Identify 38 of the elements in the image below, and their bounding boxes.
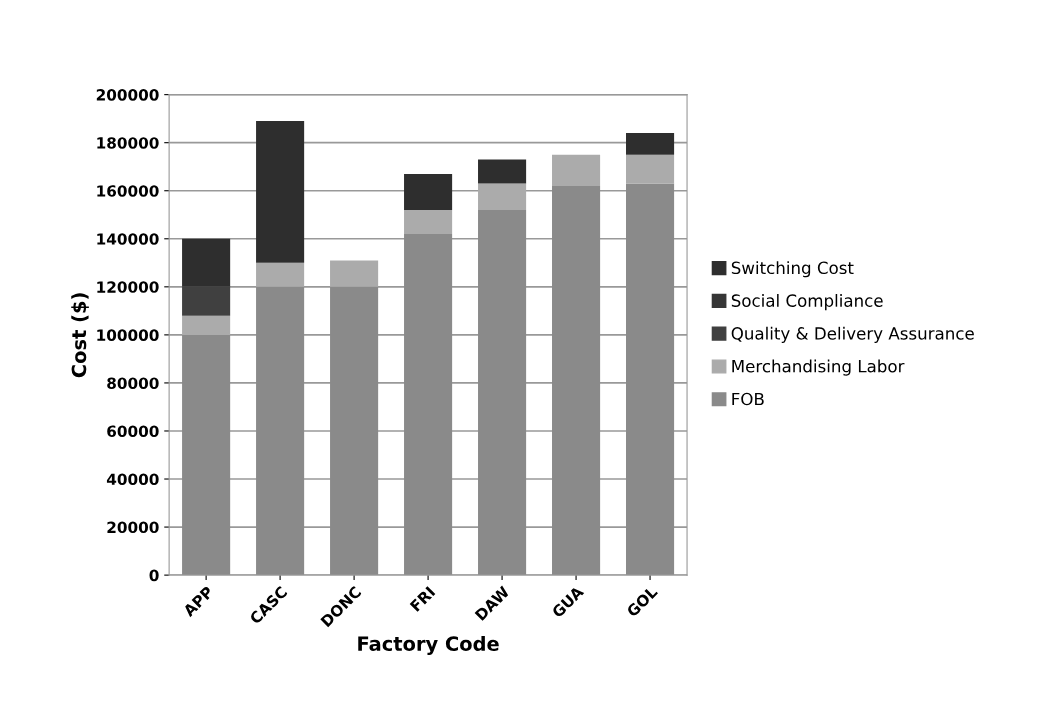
bar: [478, 159, 527, 184]
y-tick-label: 100000: [97, 329, 159, 341]
x-axis-title: Factory Code: [358, 635, 499, 655]
bar: [330, 260, 379, 287]
legend-label: Quality & Delivery Assurance: [731, 326, 974, 343]
legend-label: Merchandising Labor: [732, 359, 905, 376]
bar: [552, 185, 601, 576]
bar: [626, 183, 675, 576]
y-tick-label: 180000: [97, 137, 159, 149]
bar: [478, 209, 527, 576]
bar: [256, 262, 305, 287]
y-tick-label: 60000: [107, 425, 159, 437]
bar: [182, 334, 231, 576]
bar: [256, 121, 305, 263]
y-tick-label: 0: [149, 569, 159, 582]
bar: [256, 286, 305, 576]
bar: [182, 315, 231, 335]
y-axis-title: Cost ($): [71, 293, 89, 378]
bar: [626, 154, 675, 184]
bar: [478, 183, 527, 210]
y-tick-label: 200000: [96, 89, 159, 101]
bar: [330, 286, 379, 576]
bar: [182, 286, 231, 316]
bar: [552, 154, 601, 186]
y-tick-label: 140000: [97, 233, 159, 245]
bar: [182, 238, 231, 287]
y-tick-label: 40000: [106, 473, 159, 486]
y-tick-label: 160000: [97, 185, 159, 197]
legend-label: Social Compliance: [731, 294, 883, 311]
y-tick-label: 80000: [107, 377, 159, 389]
legend-label: Switching Cost: [731, 261, 854, 278]
bar: [404, 233, 453, 576]
bar: [626, 133, 675, 155]
y-tick-label: 20000: [107, 521, 159, 534]
y-tick-label: 120000: [97, 281, 159, 293]
bar: [404, 209, 453, 234]
legend-label: FOB: [732, 392, 764, 406]
bar: [404, 173, 453, 210]
